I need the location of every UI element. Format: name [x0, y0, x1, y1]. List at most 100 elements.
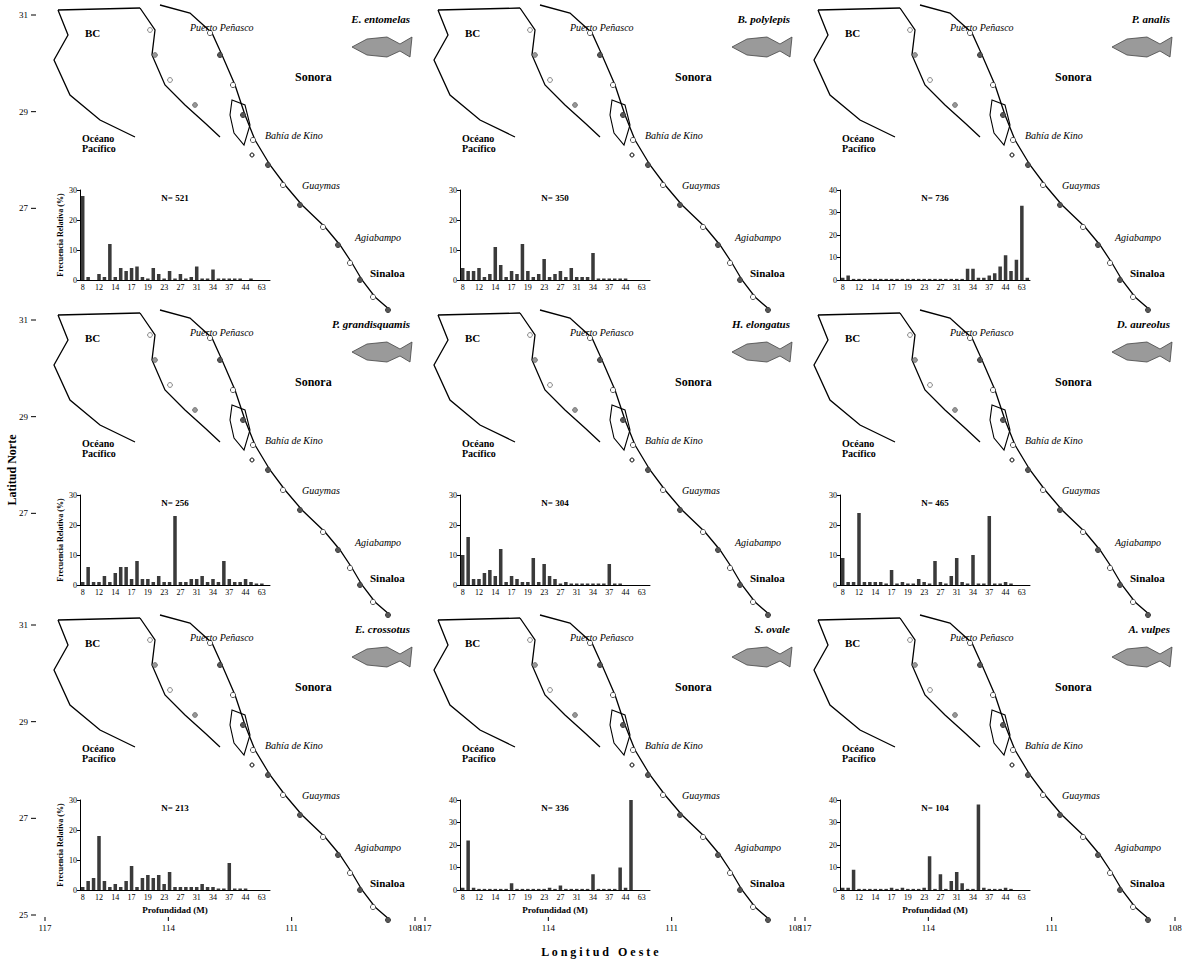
svg-text:27: 27 [176, 283, 184, 292]
svg-text:Puerto Peñasco: Puerto Peñasco [949, 632, 1014, 643]
svg-text:117: 117 [798, 923, 812, 933]
svg-text:30: 30 [69, 796, 77, 805]
svg-text:20: 20 [449, 216, 457, 225]
svg-text:Pacífico: Pacífico [462, 448, 496, 459]
svg-text:BC: BC [845, 27, 860, 39]
svg-text:19: 19 [524, 588, 532, 597]
svg-text:37: 37 [985, 283, 993, 292]
svg-text:40: 40 [829, 796, 837, 805]
svg-text:0: 0 [833, 581, 837, 590]
svg-text:BC: BC [465, 27, 480, 39]
svg-text:29: 29 [19, 107, 29, 117]
svg-text:19: 19 [144, 893, 152, 902]
svg-text:Pacífico: Pacífico [82, 753, 116, 764]
svg-text:Sonora: Sonora [295, 375, 332, 389]
svg-text:63: 63 [1018, 283, 1026, 292]
svg-text:Agiabampo: Agiabampo [354, 842, 401, 853]
svg-text:12: 12 [475, 893, 483, 902]
svg-text:Guaymas: Guaymas [302, 790, 340, 801]
svg-text:111: 111 [1045, 923, 1058, 933]
svg-text:34: 34 [209, 588, 217, 597]
svg-text:8: 8 [841, 893, 845, 902]
svg-text:40: 40 [829, 186, 837, 195]
svg-text:31: 31 [19, 315, 28, 325]
svg-text:37: 37 [605, 283, 613, 292]
svg-text:19: 19 [144, 283, 152, 292]
svg-text:Sonora: Sonora [295, 70, 332, 84]
svg-text:20: 20 [829, 231, 837, 240]
svg-text:30: 30 [69, 186, 77, 195]
svg-text:Puerto Peñasco: Puerto Peñasco [189, 22, 254, 33]
svg-text:34: 34 [209, 283, 217, 292]
svg-text:P. grandisquamis: P. grandisquamis [332, 318, 410, 330]
svg-text:Guaymas: Guaymas [682, 485, 720, 496]
svg-text:Agiabampo: Agiabampo [734, 537, 781, 548]
svg-text:E. crossotus: E. crossotus [354, 623, 410, 635]
svg-text:Sinaloa: Sinaloa [750, 267, 785, 279]
svg-text:Puerto Peñasco: Puerto Peñasco [569, 632, 634, 643]
svg-text:10: 10 [449, 863, 457, 872]
svg-text:23: 23 [540, 588, 548, 597]
svg-text:0: 0 [833, 886, 837, 895]
svg-text:Bahía de Kino: Bahía de Kino [645, 740, 703, 751]
svg-text:10: 10 [449, 246, 457, 255]
svg-text:Bahía de Kino: Bahía de Kino [1025, 130, 1083, 141]
svg-text:114: 114 [922, 923, 936, 933]
svg-text:Bahía de Kino: Bahía de Kino [1025, 435, 1083, 446]
svg-text:37: 37 [985, 588, 993, 597]
svg-text:14: 14 [491, 588, 499, 597]
svg-text:BC: BC [465, 332, 480, 344]
svg-text:23: 23 [160, 893, 168, 902]
svg-text:12: 12 [95, 893, 103, 902]
svg-text:Sinaloa: Sinaloa [1130, 572, 1165, 584]
svg-text:14: 14 [871, 588, 879, 597]
svg-text:31: 31 [193, 283, 201, 292]
svg-text:30: 30 [449, 186, 457, 195]
svg-text:Sinaloa: Sinaloa [370, 267, 405, 279]
svg-text:Puerto Peñasco: Puerto Peñasco [189, 327, 254, 338]
svg-text:0: 0 [833, 276, 837, 285]
svg-text:8: 8 [461, 893, 465, 902]
svg-text:23: 23 [920, 283, 928, 292]
svg-text:117: 117 [418, 923, 432, 933]
svg-text:44: 44 [1002, 893, 1010, 902]
svg-text:Guaymas: Guaymas [302, 180, 340, 191]
svg-text:Pacífico: Pacífico [462, 753, 496, 764]
svg-text:27: 27 [936, 893, 944, 902]
svg-text:31: 31 [193, 893, 201, 902]
svg-text:Guaymas: Guaymas [682, 790, 720, 801]
svg-text:44: 44 [1002, 588, 1010, 597]
svg-text:Pacífico: Pacífico [82, 448, 116, 459]
svg-text:20: 20 [69, 521, 77, 530]
svg-text:44: 44 [622, 588, 630, 597]
svg-text:23: 23 [160, 588, 168, 597]
svg-text:Agiabampo: Agiabampo [1114, 537, 1161, 548]
svg-text:12: 12 [95, 588, 103, 597]
svg-text:10: 10 [829, 253, 837, 262]
svg-text:31: 31 [953, 588, 961, 597]
svg-text:12: 12 [855, 893, 863, 902]
svg-text:Pacífico: Pacífico [842, 143, 876, 154]
svg-text:30: 30 [69, 491, 77, 500]
svg-text:30: 30 [829, 491, 837, 500]
svg-text:Sonora: Sonora [295, 680, 332, 694]
svg-text:31: 31 [573, 283, 581, 292]
svg-text:8: 8 [841, 283, 845, 292]
svg-text:17: 17 [128, 283, 136, 292]
svg-text:23: 23 [540, 893, 548, 902]
svg-text:17: 17 [508, 893, 516, 902]
svg-text:34: 34 [589, 283, 597, 292]
svg-text:44: 44 [622, 283, 630, 292]
svg-text:27: 27 [556, 588, 564, 597]
svg-text:37: 37 [225, 893, 233, 902]
svg-text:Pacífico: Pacífico [842, 753, 876, 764]
svg-text:63: 63 [638, 893, 646, 902]
svg-text:19: 19 [904, 893, 912, 902]
svg-text:63: 63 [638, 588, 646, 597]
svg-text:N= 736: N= 736 [921, 193, 949, 203]
svg-text:20: 20 [449, 841, 457, 850]
svg-text:31: 31 [573, 893, 581, 902]
svg-text:114: 114 [542, 923, 556, 933]
svg-text:D. aureolus: D. aureolus [1116, 318, 1170, 330]
svg-text:Agiabampo: Agiabampo [734, 842, 781, 853]
